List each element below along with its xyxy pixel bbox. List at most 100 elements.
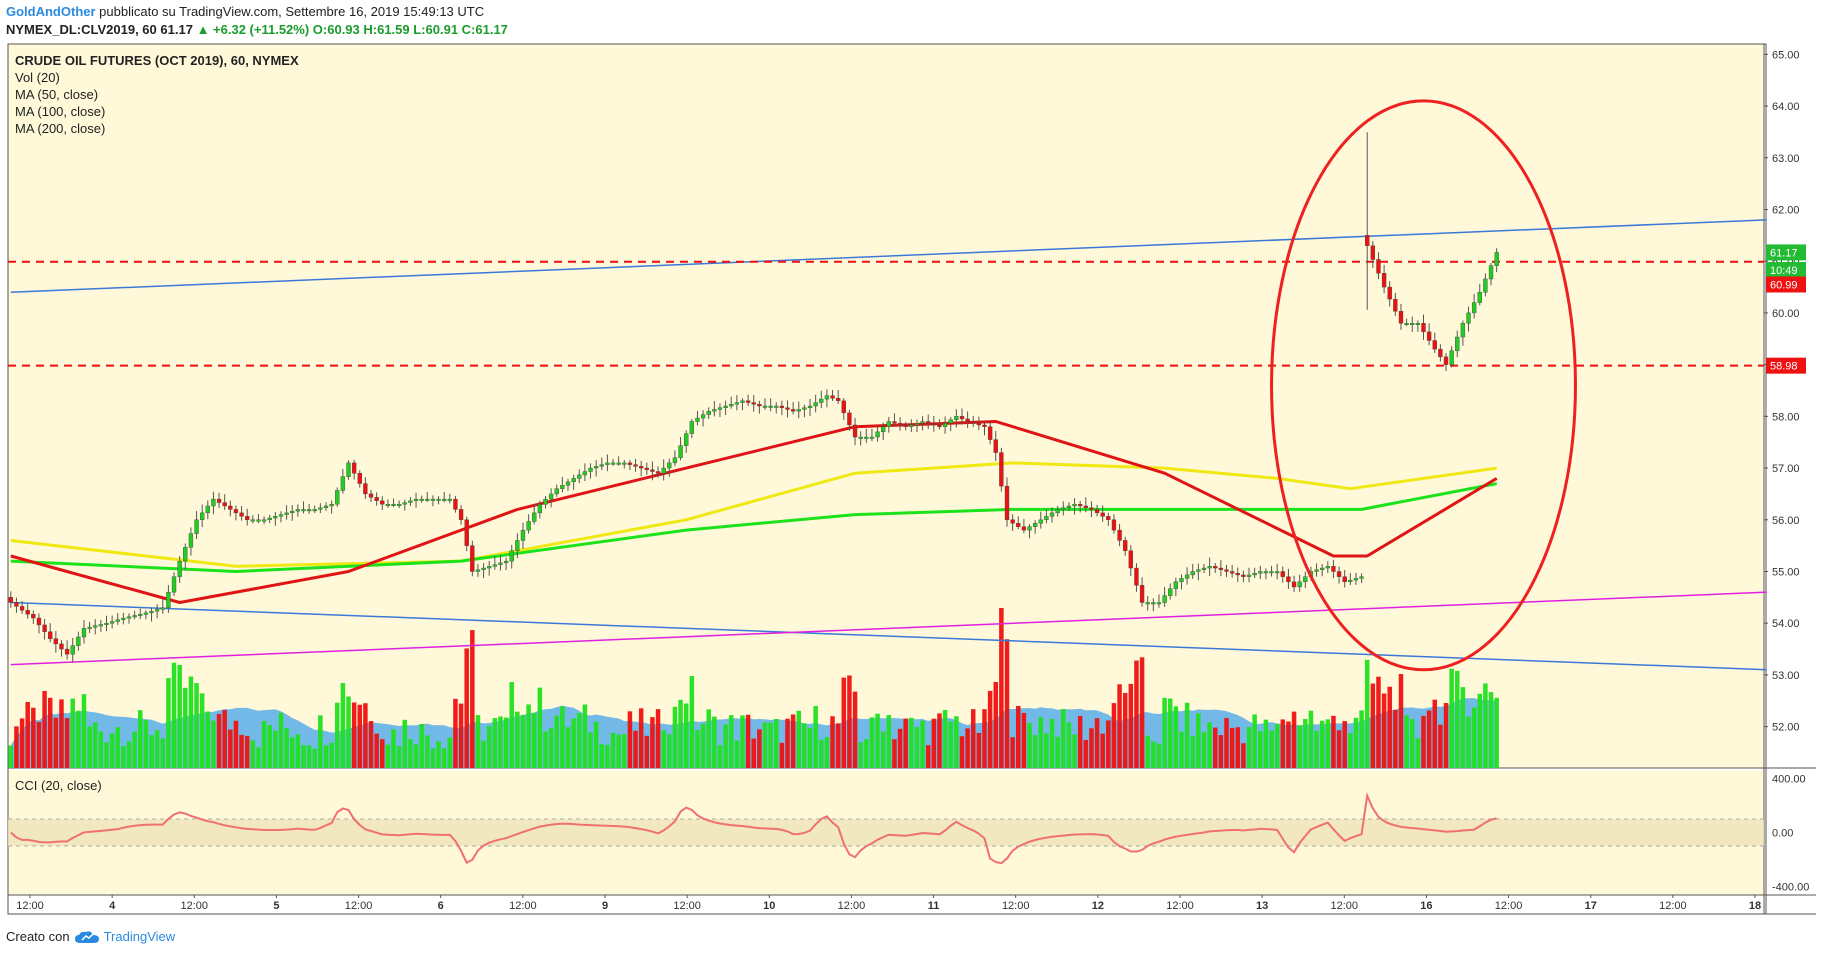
volume-bar (87, 726, 92, 768)
volume-bar (351, 702, 357, 768)
candle-body (492, 564, 498, 567)
candle-body (717, 407, 723, 410)
candle-body (318, 507, 323, 510)
candle-body (1229, 571, 1235, 574)
volume-bar (1212, 727, 1218, 768)
candle-body (1291, 581, 1297, 588)
price-tag-label: 61.17 (1770, 247, 1798, 259)
volume-bar (1089, 728, 1094, 768)
candle-body (329, 504, 334, 507)
volume-bar (948, 721, 953, 768)
volume-bar (588, 732, 593, 768)
volume-bar (216, 713, 222, 768)
candle-body (1162, 595, 1167, 603)
volume-bar (740, 715, 745, 768)
candle-body (503, 560, 509, 564)
candle-body (1320, 567, 1325, 570)
candle-body (81, 628, 87, 638)
volume-bar (76, 710, 81, 768)
volume-bar (954, 716, 959, 768)
candle-body (273, 516, 278, 519)
candle-body (554, 488, 559, 495)
candle-body (571, 478, 576, 483)
volume-bar (503, 717, 509, 768)
volume-bar (453, 698, 458, 768)
time-tick-label: 12:00 (16, 900, 44, 912)
trendline-upper-blue (10, 219, 1767, 293)
author-link[interactable]: GoldAndOther (6, 4, 96, 19)
candle-body (1353, 578, 1359, 581)
volume-bar (757, 729, 762, 768)
candle-body (593, 466, 599, 469)
candle-body (965, 418, 970, 422)
volume-bar (1128, 683, 1134, 768)
candle-body (734, 402, 740, 405)
volume-bar (965, 728, 970, 768)
candle-body (650, 469, 655, 472)
candle-body (104, 623, 109, 625)
volume-bar (520, 715, 526, 768)
volume-bar (802, 723, 807, 768)
candle-body (256, 519, 261, 522)
volume-bar (655, 709, 661, 768)
volume-bar (1438, 724, 1443, 768)
volume-bar (149, 735, 154, 768)
candle-body (408, 500, 413, 503)
volume-bar (942, 709, 948, 768)
candle-body (126, 616, 132, 619)
candle-body (684, 433, 689, 446)
volume-bar (548, 728, 554, 768)
candle-body (19, 606, 25, 611)
candle-body (543, 498, 548, 505)
volume-bar (819, 739, 824, 768)
volume-bar (408, 739, 413, 768)
candle-body (1359, 576, 1364, 579)
candle-body (323, 505, 329, 508)
candle-body (1376, 259, 1381, 274)
candle-body (149, 610, 154, 614)
volume-bar (1106, 720, 1111, 768)
volume-bar (515, 711, 520, 768)
candle-body (1449, 350, 1454, 365)
volume-bar (925, 745, 931, 768)
candle-body (1336, 571, 1342, 577)
candle-body (1128, 550, 1133, 569)
candle-body (971, 421, 976, 424)
candle-body (1156, 602, 1162, 605)
candle-body (1404, 323, 1409, 325)
volume-bar (47, 697, 53, 768)
price-tick-label: 54.00 (1772, 618, 1800, 630)
candle-body (1100, 512, 1105, 517)
volume-bar (892, 739, 897, 768)
candle-body (1246, 574, 1252, 577)
candle-body (751, 402, 756, 405)
volume-bar (762, 722, 768, 768)
time-tick-label: 12:00 (673, 900, 701, 912)
candle-body (53, 638, 59, 645)
candle-body (1477, 292, 1482, 303)
candle-body (1111, 519, 1117, 531)
candle-body (515, 540, 520, 552)
candle-body (1055, 509, 1060, 514)
candle-body (98, 624, 104, 627)
tradingview-link[interactable]: TradingView (103, 929, 176, 944)
volume-bar (695, 730, 700, 768)
candle-body (740, 400, 745, 403)
volume-bar (380, 739, 385, 768)
volume-bar (19, 718, 25, 768)
candle-body (1410, 323, 1415, 325)
volume-bar (1303, 718, 1308, 768)
volume-bar (717, 745, 723, 768)
candle-body (245, 516, 250, 520)
volume-bar (1325, 719, 1331, 768)
candle-body (1258, 571, 1263, 574)
volume-bar (560, 706, 565, 768)
candle-body (999, 452, 1004, 487)
volume-bar (1167, 698, 1173, 768)
candle-body (59, 643, 64, 650)
footer: Creato con TradingView (6, 929, 175, 944)
candle-body (1004, 485, 1010, 520)
volume-bar (346, 696, 351, 768)
time-tick-label: 6 (438, 900, 444, 912)
